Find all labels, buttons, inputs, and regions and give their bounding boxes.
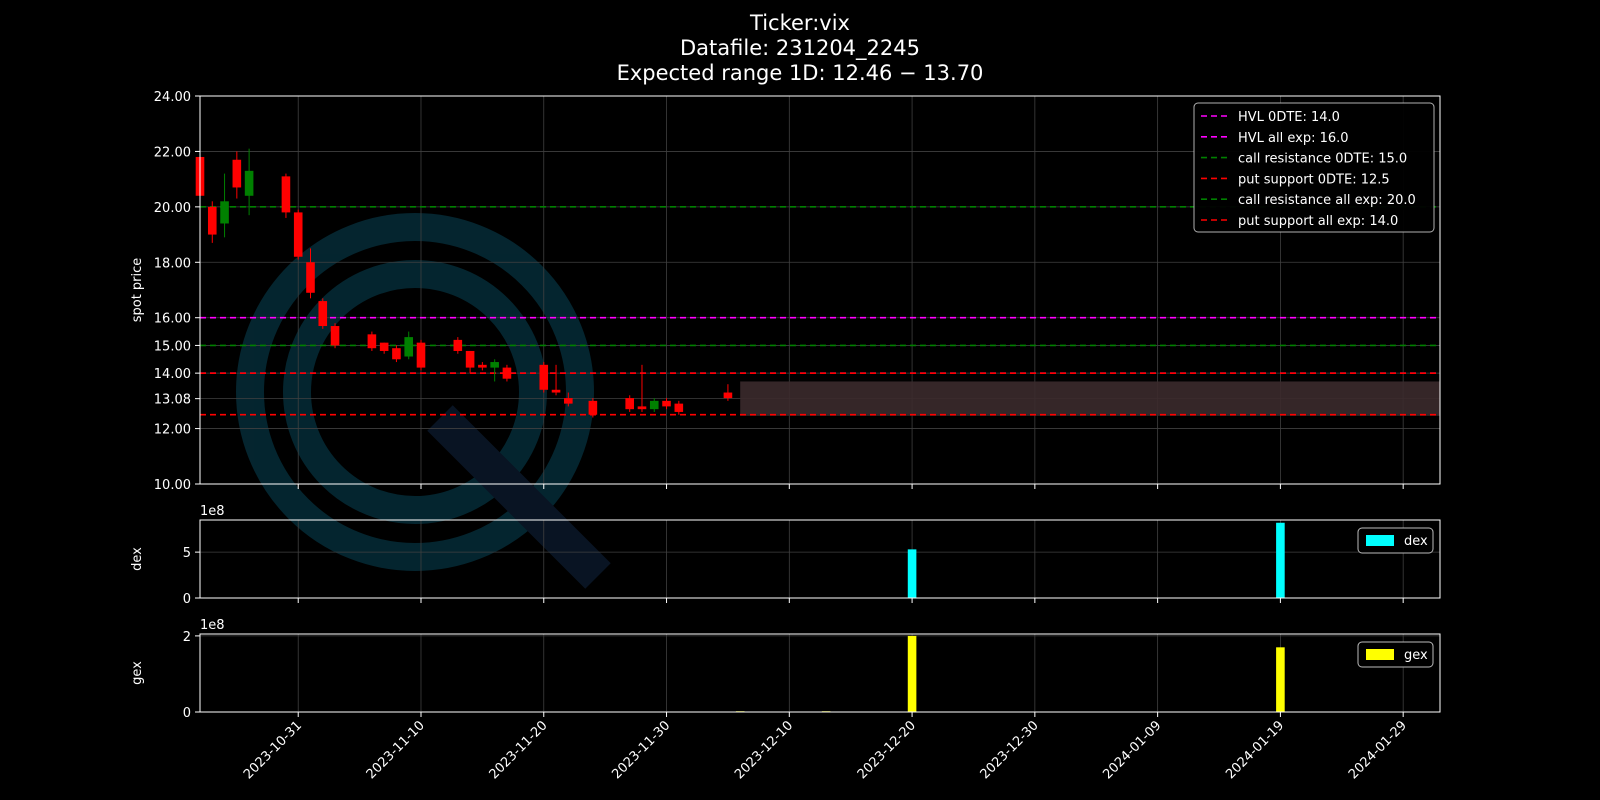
gex-bar <box>907 635 917 712</box>
price-y-tick-label: 18.00 <box>154 256 191 271</box>
candle-body <box>293 212 303 257</box>
x-tick-label: 2023-11-20 <box>487 718 551 782</box>
price-y-tick-label: 13.08 <box>154 393 191 408</box>
price-y-tick-label: 14.00 <box>154 367 191 382</box>
candle-body <box>502 367 512 379</box>
price-y-tick-label: 12.00 <box>154 423 191 438</box>
candle-body <box>232 159 242 188</box>
price-panel-frame <box>199 95 1441 485</box>
candle-body <box>207 206 217 235</box>
gex-bar <box>1276 647 1285 712</box>
watermark-inner-ring <box>283 260 547 524</box>
x-tick-label: 2023-10-31 <box>241 718 305 782</box>
candle-body <box>649 400 659 410</box>
gex-scale-label: 1e8 <box>200 618 225 633</box>
dex-scale-label: 1e8 <box>200 504 225 519</box>
chart-title-datafile: Datafile: 231204_2245 <box>680 36 920 60</box>
price-legend-label: put support all exp: 14.0 <box>1238 214 1398 229</box>
candle-body <box>490 362 499 368</box>
price-legend-label: put support 0DTE: 12.5 <box>1238 172 1390 187</box>
candle-body <box>306 262 315 293</box>
candle-body <box>416 342 426 368</box>
expected-range-box <box>740 381 1440 416</box>
candle-body <box>404 337 414 357</box>
candle-body <box>244 170 254 196</box>
price-y-tick-label: 24.00 <box>154 90 191 105</box>
gex-legend-label: gex <box>1404 648 1428 663</box>
candle-body <box>539 364 549 390</box>
price-y-tick-label: 15.00 <box>154 339 191 354</box>
gex-y-tick-label: 0 <box>183 706 191 721</box>
price-legend-label: call resistance 0DTE: 15.0 <box>1238 152 1407 167</box>
candle-body <box>625 398 634 410</box>
candle-body <box>392 348 401 360</box>
price-y-axis-label: spot price <box>130 258 145 323</box>
watermark-logo <box>236 213 611 589</box>
gex-legend-swatch <box>1366 649 1394 660</box>
price-y-tick-label: 20.00 <box>154 201 191 216</box>
watermark-outer-ring <box>236 213 594 571</box>
price-legend-box <box>1193 102 1435 233</box>
x-tick-label: 2023-12-30 <box>978 718 1042 782</box>
dex-y-axis-label: dex <box>130 547 145 571</box>
price-y-tick-label: 10.00 <box>154 478 191 493</box>
dex-legend-box <box>1357 527 1434 554</box>
gex-y-axis-label: gex <box>130 661 145 685</box>
candle-body <box>674 403 684 412</box>
price-legend-label: HVL 0DTE: 14.0 <box>1238 110 1340 125</box>
x-tick-label: 2024-01-09 <box>1100 718 1164 782</box>
price-y-tick-label: 22.00 <box>154 145 191 160</box>
candle-body <box>588 400 598 415</box>
dex-legend-label: dex <box>1404 534 1428 549</box>
candle-body <box>637 406 647 410</box>
price-legend-label: HVL all exp: 16.0 <box>1238 131 1349 146</box>
candle-body <box>453 339 463 351</box>
x-tick-label: 2024-01-29 <box>1346 718 1410 782</box>
candle-body <box>367 334 377 349</box>
x-tick-label: 2023-12-10 <box>732 718 796 782</box>
x-tick-label: 2023-11-30 <box>609 718 673 782</box>
x-tick-label: 2024-01-19 <box>1223 718 1287 782</box>
candle-body <box>564 398 573 404</box>
candle-body <box>662 400 671 407</box>
x-tick-label: 2023-12-20 <box>855 718 919 782</box>
gex-legend-box <box>1357 641 1434 668</box>
candle-body <box>478 364 487 368</box>
price-y-tick-label: 16.00 <box>154 312 191 327</box>
candle-body <box>723 392 733 399</box>
watermark-tail <box>427 405 611 589</box>
candle-body <box>379 342 389 351</box>
candle-body <box>551 389 561 393</box>
price-legend-label: call resistance all exp: 20.0 <box>1238 193 1416 208</box>
chart-title-expected-range: Expected range 1D: 12.46 − 13.70 <box>616 61 984 85</box>
chart-title-ticker: Ticker:vix <box>750 11 850 35</box>
candle-body <box>281 176 291 213</box>
candle-body <box>330 326 340 346</box>
dex-y-tick-label: 5 <box>183 546 191 561</box>
dex-bar <box>1276 522 1285 598</box>
dex-y-tick-label: 0 <box>183 592 191 607</box>
dex-panel-frame <box>199 519 1441 599</box>
dex-legend-swatch <box>1366 535 1394 546</box>
x-tick-label: 2023-11-10 <box>364 718 428 782</box>
gex-panel-frame <box>199 633 1441 713</box>
candle-body <box>318 301 328 327</box>
gex-y-tick-label: 2 <box>183 630 191 645</box>
dex-bar <box>907 549 917 598</box>
candle-body <box>220 201 229 224</box>
candle-body <box>465 350 475 368</box>
